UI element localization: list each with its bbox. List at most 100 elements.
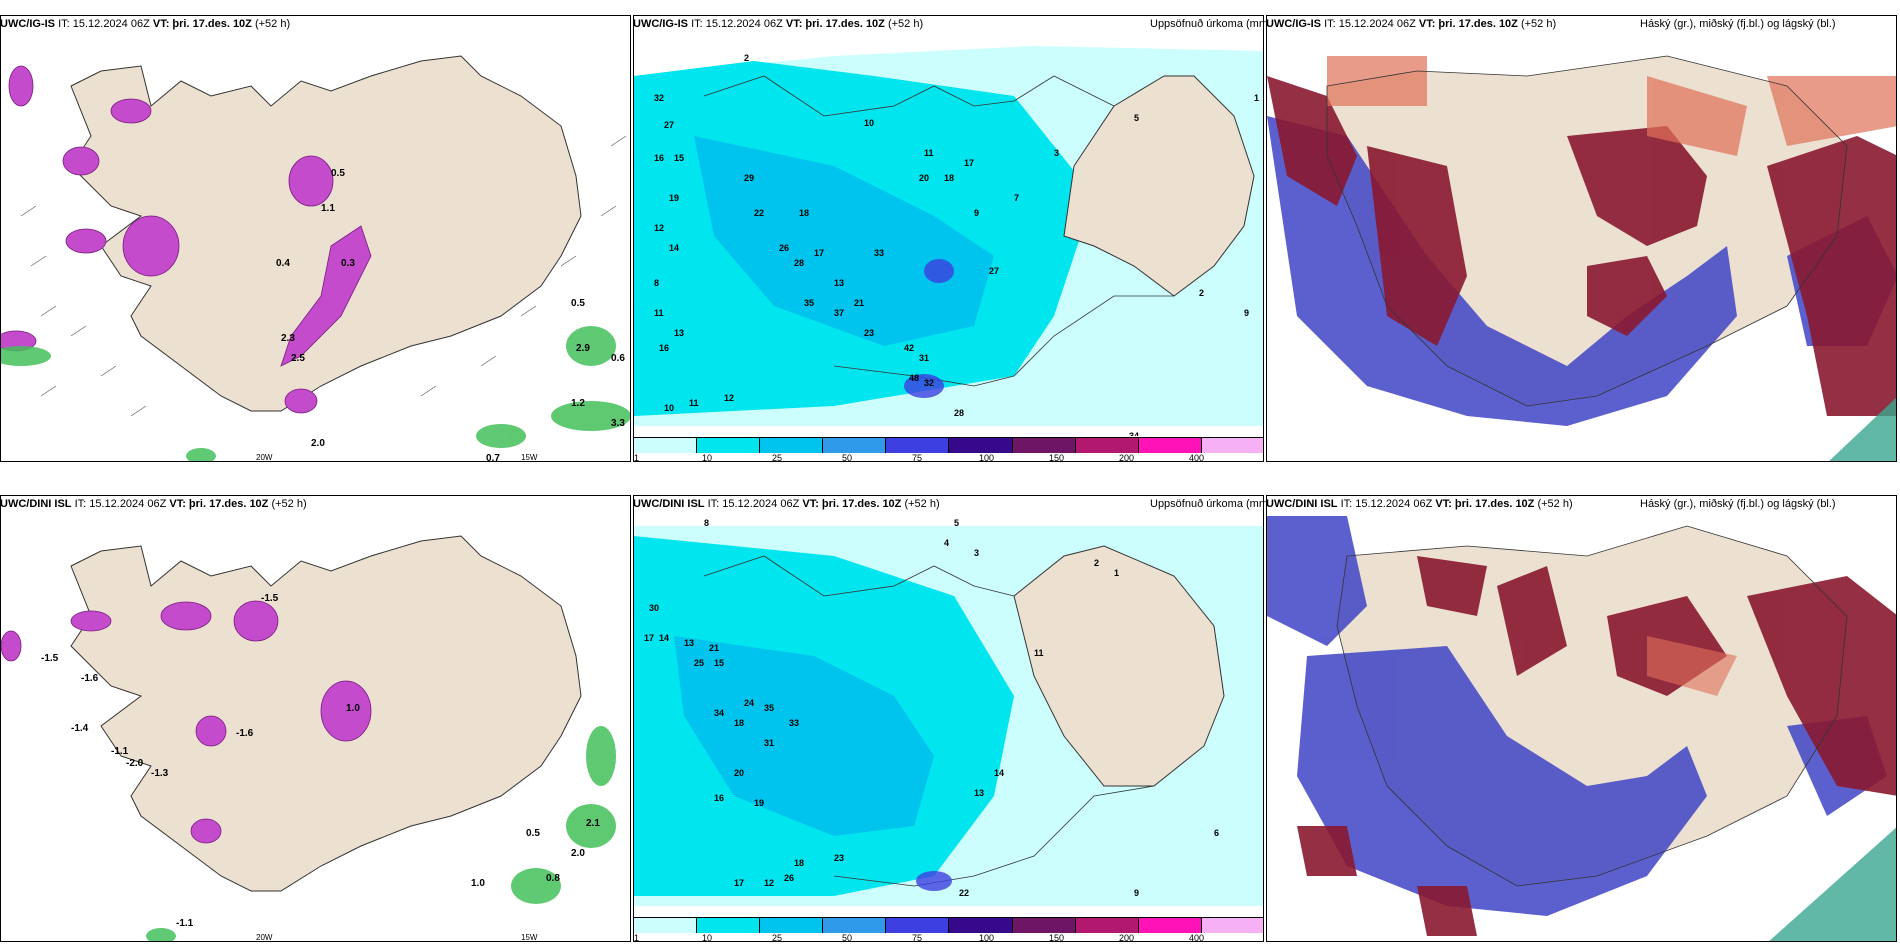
svg-text:0.7: 0.7	[486, 453, 500, 462]
svg-text:20W: 20W	[256, 933, 273, 942]
header-dini-wind: UWC/DINI ISL IT: 15.12.2024 06Z VT: þri.…	[0, 498, 307, 510]
svg-text:18: 18	[944, 173, 954, 183]
svg-text:32: 32	[654, 93, 664, 103]
svg-text:28: 28	[794, 258, 804, 268]
svg-text:2.5: 2.5	[291, 353, 305, 364]
svg-text:9: 9	[1244, 308, 1249, 318]
svg-text:48: 48	[909, 373, 919, 383]
svg-text:15: 15	[674, 153, 684, 163]
svg-text:21: 21	[709, 643, 719, 653]
title-ig-cloud: Háský (gr.), miðský (fj.bl.) og lágský (…	[1640, 18, 1836, 30]
title-ig-precip: Uppsöfnuð úrkoma (mm)	[1150, 18, 1272, 30]
title-dini-cloud: Háský (gr.), miðský (fj.bl.) og lágský (…	[1640, 498, 1836, 510]
panel-dini-precip: 8 30 17 14 13 25 15 21 34 18 24 35 33 31 20 16 19 17 1…	[633, 495, 1264, 942]
svg-text:2: 2	[1094, 558, 1099, 568]
svg-text:8: 8	[704, 518, 709, 528]
svg-text:17: 17	[814, 248, 824, 258]
svg-text:16: 16	[654, 153, 664, 163]
wind-barbs	[20, 135, 627, 417]
value-labels: -1.5-1.6-1.4 -1.1-2.0-1.3 -1.6-1.51.0 0.…	[41, 593, 600, 929]
svg-text:21: 21	[854, 298, 864, 308]
svg-text:20: 20	[734, 768, 744, 778]
svg-text:13: 13	[674, 328, 684, 338]
svg-text:3: 3	[974, 548, 979, 558]
svg-text:31: 31	[764, 738, 774, 748]
map-ig-cloud	[1267, 16, 1896, 461]
svg-text:15W: 15W	[521, 453, 538, 462]
iceland-landmass	[1063, 75, 1255, 297]
svg-text:2.1: 2.1	[586, 818, 600, 829]
svg-text:15W: 15W	[521, 933, 538, 942]
svg-text:1.0: 1.0	[471, 878, 485, 889]
svg-text:1: 1	[1114, 568, 1119, 578]
svg-text:17: 17	[964, 158, 974, 168]
svg-text:18: 18	[799, 208, 809, 218]
colorbar-dini-precip	[634, 917, 1263, 933]
svg-text:12: 12	[724, 393, 734, 403]
svg-text:19: 19	[754, 798, 764, 808]
iceland-landmass	[1013, 545, 1225, 787]
svg-text:18: 18	[794, 858, 804, 868]
svg-text:27: 27	[664, 120, 674, 130]
axis-ticks: 20W 15W	[256, 453, 538, 462]
svg-text:-1.4: -1.4	[71, 723, 89, 734]
svg-text:22: 22	[959, 888, 969, 898]
svg-text:17: 17	[734, 878, 744, 888]
svg-text:-1.5: -1.5	[41, 653, 59, 664]
svg-text:0.3: 0.3	[341, 258, 355, 269]
panel-dini-cloud	[1266, 495, 1897, 942]
svg-text:12: 12	[654, 223, 664, 233]
svg-text:9: 9	[1134, 888, 1139, 898]
green-precip-cells	[1, 326, 630, 461]
svg-text:-1.6: -1.6	[236, 728, 254, 739]
svg-text:13: 13	[684, 638, 694, 648]
svg-text:11: 11	[689, 398, 699, 408]
header-ig-wind: UWC/IG-IS IT: 15.12.2024 06Z VT: þri. 17…	[0, 18, 291, 30]
header-ig-cloud: UWC/IG-IS IT: 15.12.2024 06Z VT: þri. 17…	[1266, 18, 1557, 30]
svg-text:3: 3	[1054, 148, 1059, 158]
map-ig-wind: 0.5 1.1 0.4 0.3 2.3 2.5 0.5 2.0 0.7 1.2 0.6 3.3 2…	[1, 16, 630, 462]
header-ig-precip: UWC/IG-IS IT: 15.12.2024 06Z VT: þri. 17…	[633, 18, 924, 30]
svg-text:11: 11	[654, 308, 664, 318]
svg-text:1: 1	[1254, 93, 1259, 103]
svg-text:26: 26	[784, 873, 794, 883]
svg-text:-2.0: -2.0	[126, 758, 144, 769]
svg-text:2: 2	[744, 53, 749, 63]
svg-text:20: 20	[919, 173, 929, 183]
colorbar-ig-precip	[634, 437, 1263, 453]
svg-text:16: 16	[659, 343, 669, 353]
svg-text:2.9: 2.9	[576, 343, 590, 354]
svg-text:34: 34	[714, 708, 724, 718]
panel-ig-wind: 0.5 1.1 0.4 0.3 2.3 2.5 0.5 2.0 0.7 1.2 0.6 3.3 2…	[0, 15, 631, 462]
map-dini-wind: -1.5-1.6-1.4 -1.1-2.0-1.3 -1.6-1.51.0 0.…	[1, 496, 630, 942]
svg-text:16: 16	[714, 793, 724, 803]
svg-text:-1.3: -1.3	[151, 768, 169, 779]
svg-text:1.0: 1.0	[346, 703, 360, 714]
svg-text:5: 5	[954, 518, 959, 528]
svg-text:29: 29	[744, 173, 754, 183]
header-dini-cloud: UWC/DINI ISL IT: 15.12.2024 06Z VT: þri.…	[1266, 498, 1573, 510]
svg-text:32: 32	[924, 378, 934, 388]
svg-text:1.2: 1.2	[571, 398, 585, 409]
svg-text:-1.6: -1.6	[81, 673, 99, 684]
svg-text:0.5: 0.5	[526, 828, 540, 839]
panel-dini-wind: -1.5 -1.6 -1.4 -1.1 -2.0 -1.3 -1.6 -1.5 1.0 0.…	[0, 495, 631, 942]
svg-text:0.5: 0.5	[571, 298, 585, 309]
svg-text:2.0: 2.0	[311, 438, 325, 449]
svg-text:30: 30	[649, 603, 659, 613]
svg-text:23: 23	[864, 328, 874, 338]
svg-text:9: 9	[974, 208, 979, 218]
svg-text:2.3: 2.3	[281, 333, 295, 344]
svg-text:13: 13	[974, 788, 984, 798]
svg-text:14: 14	[659, 633, 669, 643]
svg-text:1.1: 1.1	[321, 203, 335, 214]
svg-text:-1.1: -1.1	[111, 746, 129, 757]
svg-text:23: 23	[834, 853, 844, 863]
svg-text:14: 14	[994, 768, 1004, 778]
svg-text:42: 42	[904, 343, 914, 353]
panel-ig-cloud	[1266, 15, 1897, 462]
svg-text:10: 10	[664, 403, 674, 413]
svg-text:24: 24	[744, 698, 754, 708]
